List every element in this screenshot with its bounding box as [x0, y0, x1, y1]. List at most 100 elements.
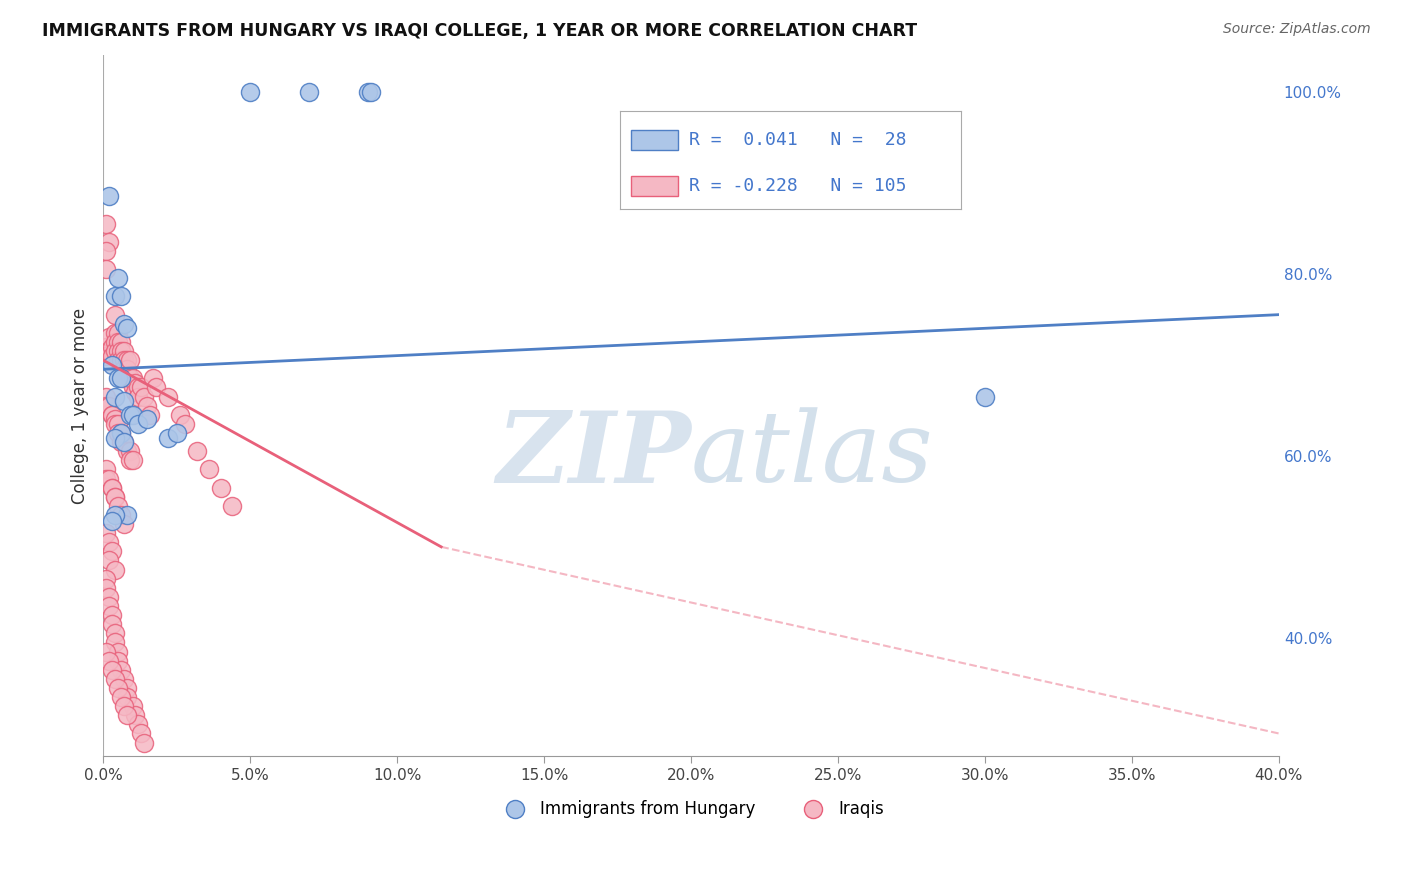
Point	[98, 535, 121, 549]
Point	[127, 417, 149, 431]
Point	[94, 349, 117, 363]
Point	[104, 289, 127, 303]
Point	[110, 508, 132, 522]
Point	[104, 635, 127, 649]
Point	[94, 581, 117, 595]
Point	[110, 371, 132, 385]
Point	[112, 699, 135, 714]
Point	[107, 417, 129, 431]
Point	[121, 408, 143, 422]
Point	[134, 390, 156, 404]
Point	[298, 85, 321, 99]
Point	[104, 417, 127, 431]
Point	[107, 425, 129, 440]
Point	[107, 344, 129, 359]
Point	[98, 590, 121, 604]
Point	[104, 490, 127, 504]
Point	[121, 371, 143, 385]
Point	[104, 508, 127, 522]
Point	[101, 358, 124, 372]
Point	[139, 408, 162, 422]
Point	[104, 334, 127, 349]
Point	[98, 399, 121, 413]
Point	[124, 708, 146, 723]
Point	[112, 317, 135, 331]
Point	[104, 344, 127, 359]
Point	[104, 390, 127, 404]
Point	[94, 572, 117, 586]
Point	[145, 380, 167, 394]
Point	[101, 544, 124, 558]
Point	[104, 626, 127, 640]
Text: IMMIGRANTS FROM HUNGARY VS IRAQI COLLEGE, 1 YEAR OR MORE CORRELATION CHART: IMMIGRANTS FROM HUNGARY VS IRAQI COLLEGE…	[42, 22, 917, 40]
Point	[104, 326, 127, 340]
Point	[357, 85, 380, 99]
Point	[107, 654, 129, 668]
Point	[107, 353, 129, 368]
Point	[101, 408, 124, 422]
Point	[239, 85, 262, 99]
Point	[94, 244, 117, 258]
Point	[94, 399, 117, 413]
Point	[94, 471, 117, 485]
Point	[98, 654, 121, 668]
Point	[107, 334, 129, 349]
Point	[104, 308, 127, 322]
Point	[112, 353, 135, 368]
Point	[107, 681, 129, 695]
Point	[101, 663, 124, 677]
Point	[136, 412, 159, 426]
Point	[127, 717, 149, 731]
Point	[360, 85, 382, 99]
Point	[101, 349, 124, 363]
Point	[94, 526, 117, 541]
Point	[221, 499, 243, 513]
Point	[110, 435, 132, 450]
Point	[98, 471, 121, 485]
Point	[134, 736, 156, 750]
Point	[118, 353, 141, 368]
Point	[156, 431, 179, 445]
Point	[186, 444, 208, 458]
Point	[94, 644, 117, 658]
Point	[104, 490, 127, 504]
Point	[110, 289, 132, 303]
Y-axis label: College, 1 year or more: College, 1 year or more	[72, 308, 89, 504]
Point	[94, 462, 117, 476]
Point	[112, 394, 135, 409]
Point	[107, 499, 129, 513]
Point	[198, 462, 221, 476]
Point	[101, 481, 124, 495]
Point	[104, 563, 127, 577]
Point	[101, 617, 124, 632]
Point	[112, 517, 135, 532]
Point	[110, 663, 132, 677]
Point	[115, 508, 138, 522]
Point	[115, 444, 138, 458]
Point	[110, 690, 132, 704]
Point	[107, 371, 129, 385]
Point	[115, 708, 138, 723]
Point	[156, 390, 179, 404]
Point	[94, 390, 117, 404]
Text: ZIP: ZIP	[496, 407, 690, 503]
Point	[98, 235, 121, 249]
Point	[110, 334, 132, 349]
Point	[101, 339, 124, 353]
Point	[112, 435, 135, 450]
Point	[112, 362, 135, 376]
Point	[124, 376, 146, 390]
Point	[112, 371, 135, 385]
Point	[121, 453, 143, 467]
Point	[127, 380, 149, 394]
Point	[166, 425, 188, 440]
Point	[127, 390, 149, 404]
Point	[104, 431, 127, 445]
Point	[118, 408, 141, 422]
Point	[110, 344, 132, 359]
Point	[112, 344, 135, 359]
Point	[124, 385, 146, 400]
Legend: Immigrants from Hungary, Iraqis: Immigrants from Hungary, Iraqis	[491, 794, 891, 825]
Point	[115, 681, 138, 695]
Point	[174, 417, 197, 431]
